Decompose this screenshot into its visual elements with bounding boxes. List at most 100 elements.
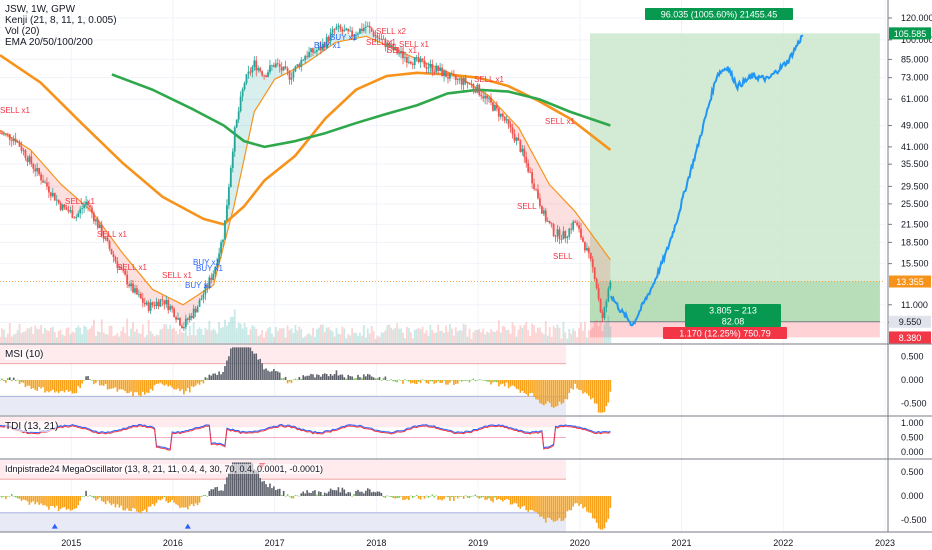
osc-bar — [601, 380, 604, 413]
volume-bar — [143, 337, 146, 343]
osc-bar — [484, 496, 486, 500]
candle-body — [499, 113, 502, 117]
candle-body — [206, 285, 209, 288]
osc-bar — [511, 496, 514, 505]
osc-bar — [519, 380, 522, 393]
osc-bar — [36, 380, 38, 391]
candle-body — [509, 124, 512, 128]
volume-bar — [472, 332, 475, 343]
osc-bar — [320, 491, 322, 496]
legend-symbol[interactable]: JSW, 1W, GPW — [5, 4, 76, 15]
candle-body — [55, 199, 58, 201]
volume-bar — [216, 333, 219, 343]
osc-bar — [273, 486, 275, 496]
osc-bar — [300, 493, 303, 496]
osc-bar — [202, 380, 205, 384]
osc-bar — [439, 496, 441, 500]
price-badges: 105.585 13.355 9.550 8.380 — [889, 27, 931, 344]
osc-bar — [198, 496, 201, 503]
time-axis: 2015 2016 2017 2018 2019 2020 2021 2022 2023 — [0, 531, 932, 548]
osc-bar — [20, 496, 23, 501]
legend-ema[interactable]: EMA 20/50/100/200 — [5, 37, 93, 48]
osc-bar — [224, 484, 226, 496]
volume-bar — [173, 327, 176, 343]
osc-bar — [34, 380, 37, 390]
osc-bar — [251, 351, 254, 380]
osc-bar — [177, 496, 179, 506]
osc-bar — [280, 494, 283, 496]
legend-kenji[interactable]: Kenji (21, 8, 11, 1, 0.005) — [5, 15, 117, 26]
candle-body — [298, 64, 301, 67]
osc-bar — [413, 496, 416, 497]
osc-bar — [490, 380, 492, 385]
candle-body — [515, 137, 518, 141]
volume-bar — [202, 334, 205, 343]
candle-body — [507, 119, 510, 125]
candle-body — [130, 283, 132, 287]
candle-body — [484, 95, 487, 99]
osc-bar — [259, 358, 261, 380]
volume-bar — [190, 335, 193, 343]
osc-bar — [171, 496, 173, 501]
osc-bar — [128, 380, 130, 393]
osc-bar — [353, 494, 355, 496]
volume-bar — [593, 322, 596, 343]
osc-bar — [263, 480, 265, 496]
volume-bar — [96, 331, 99, 343]
osc-bar — [142, 380, 144, 392]
osc-bar — [427, 380, 430, 384]
osc-bar — [406, 379, 408, 381]
candle-body — [282, 66, 285, 71]
volume-bar — [6, 333, 9, 343]
candle-body — [366, 25, 369, 27]
legend-vol[interactable]: Vol (20) — [5, 26, 40, 37]
tdi-pane-title[interactable]: TDI (13, 21) — [5, 421, 59, 432]
price-tick-12: 15.500 — [901, 259, 929, 269]
volume-bar — [339, 334, 342, 343]
osc-bar — [337, 375, 340, 380]
osc-bar — [10, 493, 13, 496]
osc-bar — [210, 489, 213, 496]
volume-bar — [388, 324, 391, 343]
osc-bar — [32, 380, 35, 389]
osc-bar — [576, 496, 578, 504]
osc-bar — [374, 492, 377, 496]
msi-pane-title[interactable]: MSI (10) — [5, 349, 44, 360]
osc-bar — [245, 347, 248, 380]
candle-body — [546, 221, 549, 222]
osc-bar — [541, 496, 543, 517]
osc-bar — [564, 380, 567, 400]
mega-pane-title[interactable]: Idnpistrade24 MegaOscillator (13, 8, 21,… — [5, 464, 324, 474]
osc-bar — [496, 496, 498, 500]
osc-bar — [556, 496, 559, 521]
volume-bar — [114, 335, 117, 343]
volume-bar — [582, 330, 584, 343]
candle-body — [91, 207, 93, 213]
volume-bar — [548, 327, 551, 343]
volume-bar — [67, 327, 70, 343]
candle-body — [278, 64, 281, 68]
osc-bar — [484, 380, 486, 381]
candle-body — [513, 133, 516, 141]
volume-bar — [290, 328, 293, 343]
osc-bar — [374, 378, 377, 380]
candle-body — [292, 71, 295, 78]
osc-bar — [304, 376, 306, 380]
candle-body — [302, 59, 305, 61]
candle-body — [210, 277, 213, 280]
osc-bar — [183, 380, 185, 395]
volume-bar — [580, 322, 582, 343]
volume-bar — [458, 330, 461, 343]
osc-bar — [147, 496, 150, 507]
osc-bar — [595, 380, 598, 404]
volume-bar — [159, 329, 162, 343]
volume-bar — [284, 337, 287, 343]
osc-bar — [453, 496, 455, 501]
osc-bar — [161, 380, 164, 385]
reward2-label: 82.08 — [685, 315, 781, 327]
candles[interactable] — [0, 20, 612, 331]
osc-bar — [509, 380, 512, 387]
volume-bar — [317, 327, 320, 343]
osc-bar — [335, 490, 338, 496]
